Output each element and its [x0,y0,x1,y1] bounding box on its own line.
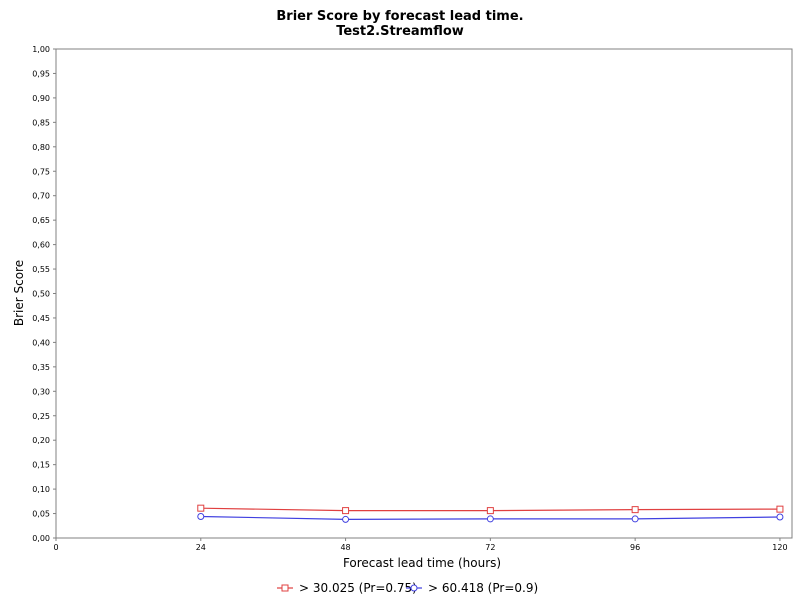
y-tick-label: 0,00 [32,534,50,543]
x-tick-label: 72 [485,543,495,552]
data-point [486,507,494,515]
chart-title: Brier Score by forecast lead time. [276,9,523,24]
y-tick-label: 0,65 [32,216,50,225]
series-layer [197,504,784,523]
data-point [776,505,784,513]
y-tick-label: 0,05 [32,510,50,519]
y-tick-label: 0,75 [32,167,50,176]
y-tick-label: 0,20 [32,436,50,445]
legend-label-2: > 60.418 (Pr=0.9) [428,581,538,595]
y-tick-label: 0,55 [32,265,50,274]
x-tick-label: 48 [340,543,350,552]
x-tick-label: 0 [53,543,58,552]
data-point [197,504,205,512]
data-point [486,515,494,523]
data-point [197,512,205,520]
y-axis: 0,00 0,05 0,10 0,15 0,20 0,25 0,30 0,35 0,40 0,45… [32,45,56,543]
y-tick-label: 0,25 [32,412,50,421]
y-tick-label: 0,85 [32,118,50,127]
y-tick-label: 0,30 [32,387,50,396]
plot-area [55,48,793,539]
legend-marker-square [281,584,289,592]
y-tick-label: 0,45 [32,314,50,323]
legend-label-1: > 30.025 (Pr=0.75) [299,581,417,595]
data-point [631,506,639,514]
legend-marker-circle [410,584,418,592]
x-axis-label: Forecast lead time (hours) [343,556,501,570]
y-tick-label: 0,35 [32,363,50,372]
data-point [631,515,639,523]
y-tick-label: 0,70 [32,192,50,201]
data-point [342,507,350,515]
x-tick-label: 96 [630,543,640,552]
y-tick-label: 1,00 [32,45,50,54]
data-point [342,515,350,523]
chart-subtitle: Test2.Streamflow [336,24,464,39]
legend: > 30.025 (Pr=0.75) > 60.418 (Pr=0.9) [277,581,538,595]
y-tick-label: 0,60 [32,241,50,250]
x-tick-label: 120 [772,543,787,552]
y-tick-label: 0,40 [32,338,50,347]
data-point [776,513,784,521]
y-tick-label: 0,50 [32,290,50,299]
y-axis-label: Brier Score [12,260,26,326]
y-tick-label: 0,90 [32,94,50,103]
y-tick-label: 0,80 [32,143,50,152]
y-tick-label: 0,15 [32,461,50,470]
y-tick-label: 0,95 [32,69,50,78]
x-axis: 0 24 48 72 96 120 [53,538,788,552]
x-tick-label: 24 [196,543,206,552]
y-tick-label: 0,10 [32,485,50,494]
